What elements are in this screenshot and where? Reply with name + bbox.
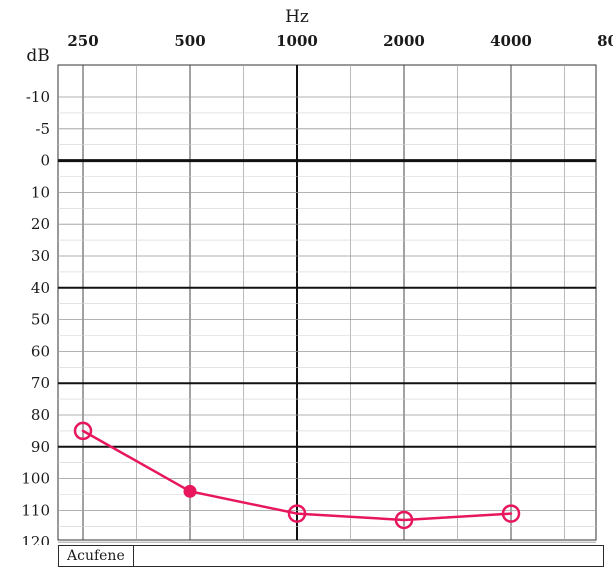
y-tick-label: 70 [31, 374, 50, 392]
y-tick-label: 20 [31, 215, 50, 233]
y-tick-label: 120 [21, 533, 50, 545]
y-tick-label: 10 [31, 183, 50, 201]
y-tick-label: 0 [40, 152, 50, 170]
y-tick-label: 60 [31, 342, 50, 360]
chart-grid [57, 64, 597, 543]
data-point [73, 421, 93, 441]
y-tick-label: -5 [35, 120, 50, 138]
x-tick-label: 250 [67, 32, 98, 50]
y-tick-labels: -10 -5 0 10 20 30 40 50 60 70 80 90 100 110 120 [21, 88, 50, 545]
audiogram-chart: 250 500 1000 2000 4000 8000 -10 -5 0 10 20 30 40 50 6… [21, 7, 613, 545]
x-tick-label: 2000 [383, 32, 425, 50]
y-tick-label: 40 [31, 279, 50, 297]
data-point [394, 510, 414, 530]
data-point [501, 504, 521, 523]
y-tick-label: 80 [31, 406, 50, 424]
y-tick-label: 50 [31, 311, 50, 329]
x-tick-label: 500 [174, 32, 205, 50]
plot-frame [57, 64, 597, 541]
y-axis-title: dB [26, 46, 49, 66]
x-axis-title: Hz [285, 7, 309, 27]
footer-label: Acufene [59, 546, 134, 566]
series-line [81, 429, 513, 522]
data-point [183, 484, 197, 498]
y-tick-label: 100 [21, 470, 50, 488]
y-tick-label: 110 [21, 501, 50, 519]
y-tick-label: -10 [26, 88, 50, 106]
x-tick-label: 1000 [276, 32, 318, 50]
series-layer [73, 421, 521, 530]
x-tick-label: 8000 [597, 32, 613, 50]
y-tick-label: 90 [31, 438, 50, 456]
footer-box: Acufene [58, 545, 604, 567]
data-point [287, 504, 307, 523]
y-tick-label: 30 [31, 247, 50, 265]
x-tick-labels: 250 500 1000 2000 4000 8000 [67, 32, 613, 50]
x-tick-label: 4000 [490, 32, 532, 50]
